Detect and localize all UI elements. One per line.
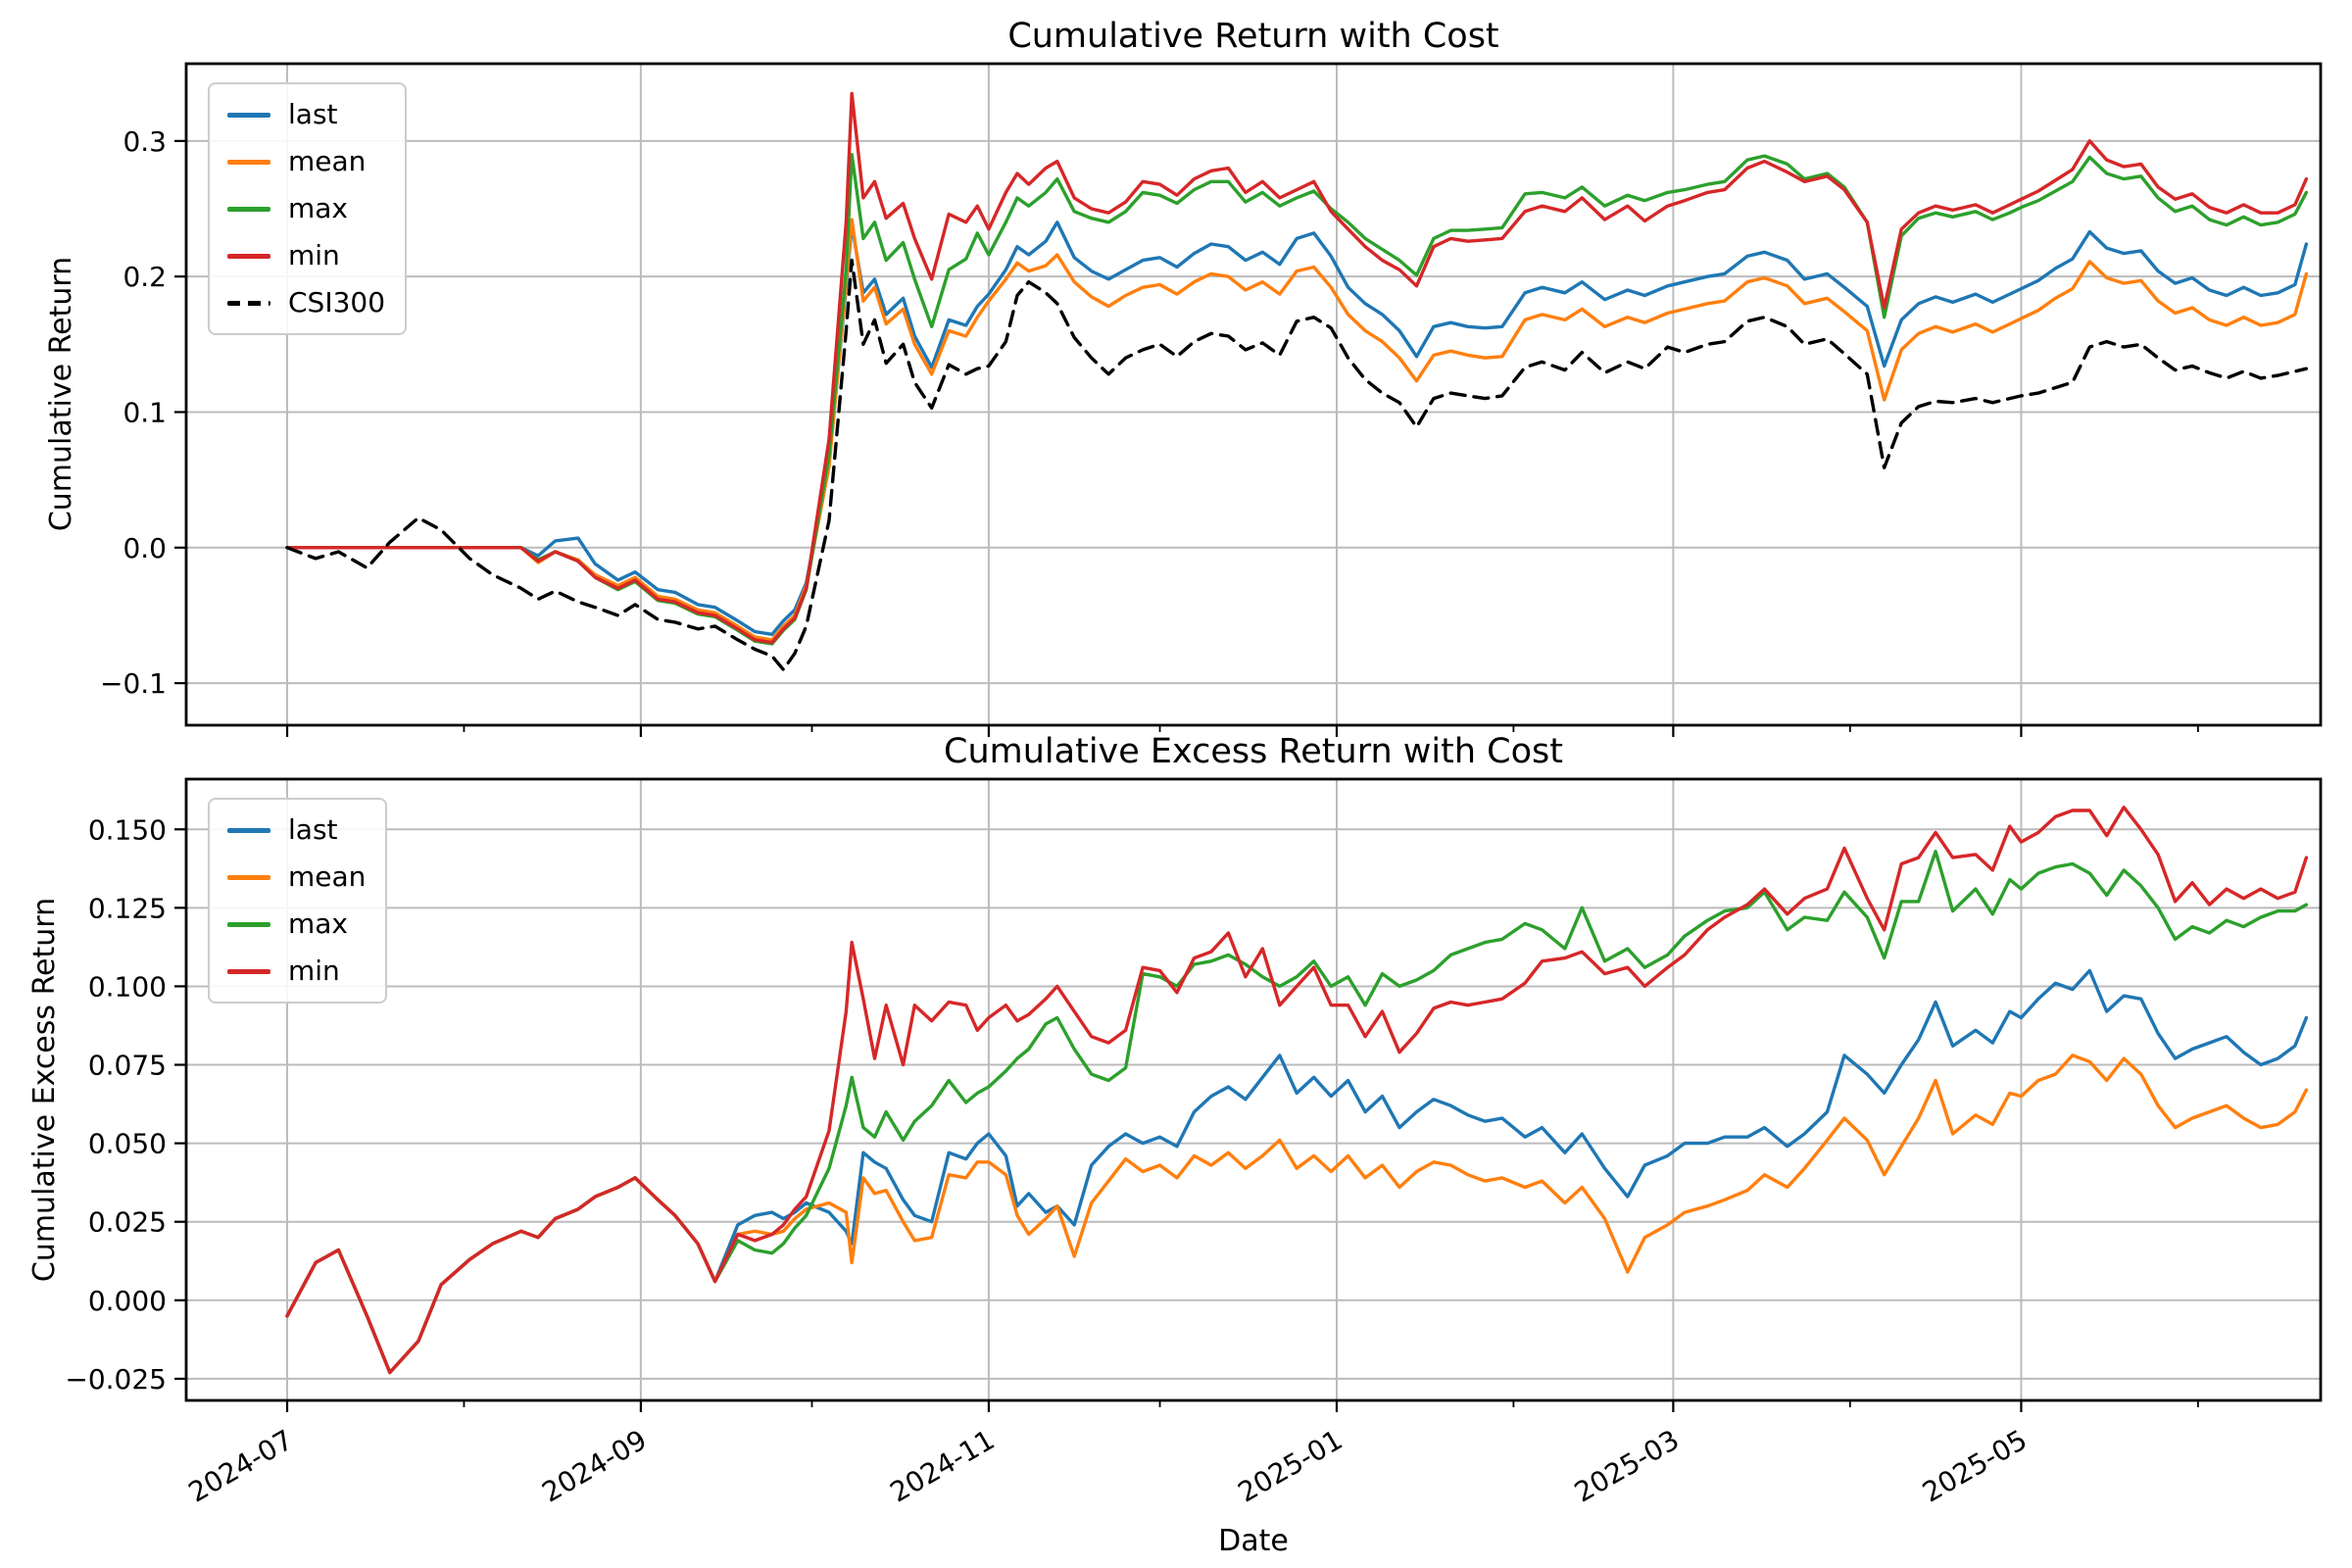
- series-line-min: [285, 806, 2309, 1375]
- bottom-axes-frame: [184, 777, 2323, 1402]
- y-tick-label: 0.3: [122, 125, 167, 158]
- legend-label-min: min: [288, 955, 340, 987]
- bottom-legend: last mean max min: [208, 798, 388, 1004]
- legend-item-min: min: [227, 239, 385, 272]
- y-tick-label: 0.050: [88, 1128, 167, 1160]
- series-line-min: [285, 91, 2309, 645]
- axes-spines: [184, 62, 2323, 727]
- axes-spines: [184, 777, 2323, 1402]
- series-line-last: [285, 220, 2309, 636]
- y-tick-label: 0.150: [88, 813, 167, 846]
- top-y-axis-label: Cumulative Return: [44, 257, 78, 531]
- legend-item-last: last: [227, 813, 366, 847]
- legend-item-mean: mean: [227, 145, 385, 178]
- series-line-mean: [285, 218, 2309, 642]
- y-tick-label: 0.125: [88, 892, 167, 924]
- legend-swatch-mean: [227, 874, 270, 880]
- legend-item-csi300: CSI300: [227, 286, 385, 319]
- legend-item-max: max: [227, 192, 385, 225]
- legend-label-min: min: [288, 239, 340, 271]
- top-tick-marks: [174, 139, 2199, 737]
- series-line-csi300: [285, 258, 2309, 671]
- top-axes-frame: [184, 62, 2323, 727]
- x-axis-label: Date: [1218, 1524, 1289, 1558]
- legend-label-last: last: [288, 813, 338, 846]
- legend-swatch-mean: [227, 159, 270, 165]
- legend-label-max: max: [288, 192, 349, 224]
- legend-swatch-last: [227, 827, 270, 833]
- bottom-series-lines: [285, 806, 2309, 1375]
- y-tick-label: 0.2: [122, 261, 167, 293]
- legend-item-last: last: [227, 98, 385, 131]
- legend-swatch-csi300: [227, 300, 270, 306]
- legend-label-last: last: [288, 98, 338, 130]
- bottom-y-axis-label: Cumulative Excess Return: [27, 898, 62, 1282]
- bottom-tick-marks: [174, 828, 2199, 1412]
- legend-swatch-max: [227, 206, 270, 212]
- legend-label-mean: mean: [288, 860, 367, 893]
- y-tick-label: −0.1: [100, 667, 167, 700]
- legend-item-min: min: [227, 955, 366, 988]
- legend-label-csi300: CSI300: [288, 286, 386, 318]
- legend-label-mean: mean: [288, 145, 367, 177]
- legend-swatch-min: [227, 253, 270, 259]
- bottom-gridlines: [186, 779, 2321, 1400]
- top-chart-title: Cumulative Return with Cost: [1007, 17, 1498, 56]
- y-tick-label: 0.0: [122, 532, 167, 564]
- y-tick-label: 0.075: [88, 1050, 167, 1082]
- top-series-lines: [285, 91, 2309, 671]
- y-tick-label: −0.025: [65, 1363, 167, 1396]
- y-tick-label: 0.000: [88, 1285, 167, 1317]
- top-subplot: 0.3 0.2 0.1 0.0 −0.1 Cumulative Return with …: [44, 17, 2323, 737]
- legend-swatch-min: [227, 968, 270, 974]
- top-gridlines: [186, 64, 2321, 725]
- top-legend: last mean max min CSI300: [208, 82, 408, 335]
- legend-swatch-max: [227, 921, 270, 927]
- legend-swatch-last: [227, 112, 270, 118]
- y-tick-label: 0.1: [122, 396, 167, 428]
- y-tick-label: 0.025: [88, 1206, 167, 1239]
- legend-label-max: max: [288, 907, 349, 940]
- legend-item-mean: mean: [227, 860, 366, 894]
- legend-item-max: max: [227, 907, 366, 941]
- y-tick-label: 0.100: [88, 970, 167, 1003]
- top-tick-labels: 0.3 0.2 0.1 0.0 −0.1: [100, 125, 167, 700]
- bottom-chart-title: Cumulative Excess Return with Cost: [944, 732, 1563, 771]
